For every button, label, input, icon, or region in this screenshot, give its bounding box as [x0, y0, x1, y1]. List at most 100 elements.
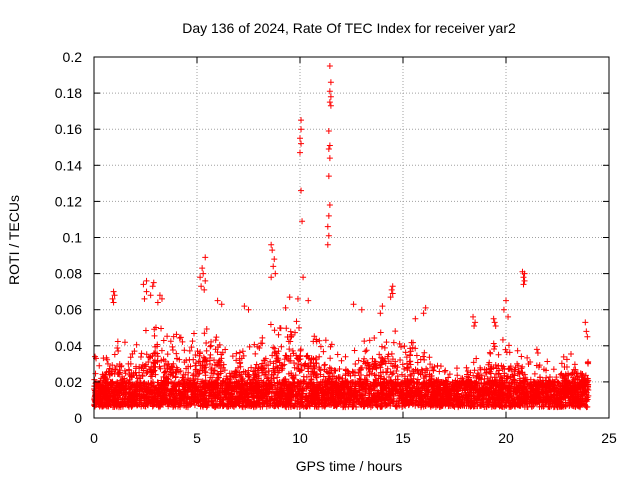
- data-point: [463, 364, 470, 371]
- data-point: [428, 383, 435, 390]
- data-point: [167, 366, 174, 373]
- data-point: [531, 370, 538, 377]
- data-point: [409, 385, 416, 392]
- data-point: [114, 344, 121, 351]
- data-point: [115, 348, 122, 355]
- data-point: [491, 378, 498, 385]
- data-point: [406, 358, 413, 365]
- data-point: [413, 352, 420, 359]
- data-point: [201, 368, 208, 375]
- data-point: [375, 372, 382, 379]
- data-point: [162, 399, 169, 406]
- data-point: [161, 391, 168, 398]
- data-point: [313, 403, 320, 410]
- data-point: [366, 337, 373, 344]
- data-point: [572, 366, 579, 373]
- data-point: [454, 372, 461, 379]
- data-point: [339, 390, 346, 397]
- data-point: [398, 371, 405, 378]
- data-point: [97, 396, 104, 403]
- data-point: [514, 360, 521, 367]
- data-point: [274, 374, 281, 381]
- data-point: [185, 375, 192, 382]
- data-point: [361, 386, 368, 393]
- data-point: [504, 373, 511, 380]
- data-point: [141, 379, 148, 386]
- data-point: [229, 398, 236, 405]
- data-point: [305, 355, 312, 362]
- data-point: [238, 377, 245, 384]
- data-point: [493, 365, 500, 372]
- data-point: [407, 371, 414, 378]
- data-point: [534, 390, 541, 397]
- data-point: [263, 379, 270, 386]
- data-point: [492, 362, 499, 369]
- data-point: [412, 345, 419, 352]
- data-point: [366, 385, 373, 392]
- data-point: [580, 373, 587, 380]
- data-point: [179, 383, 186, 390]
- data-point: [121, 396, 128, 403]
- data-point: [208, 366, 215, 373]
- data-point: [251, 400, 258, 407]
- data-point: [278, 367, 285, 374]
- data-point: [436, 368, 443, 375]
- data-point: [535, 379, 542, 386]
- data-point: [291, 403, 298, 410]
- data-point: [269, 352, 276, 359]
- data-point: [503, 402, 510, 409]
- data-point: [357, 376, 364, 383]
- data-point: [205, 398, 212, 405]
- data-point: [251, 341, 258, 348]
- data-point: [568, 351, 574, 358]
- data-point: [207, 343, 214, 350]
- data-point: [274, 401, 281, 408]
- data-point: [125, 360, 132, 367]
- data-point: [214, 381, 221, 388]
- data-point: [441, 368, 448, 375]
- data-point: [407, 348, 414, 355]
- data-point: [222, 385, 229, 392]
- data-point: [386, 374, 393, 381]
- data-point: [303, 384, 310, 391]
- data-point: [407, 352, 414, 359]
- data-point: [191, 402, 198, 409]
- data-point: [381, 344, 388, 351]
- data-point: [113, 381, 120, 388]
- data-point: [181, 359, 188, 366]
- data-point: [385, 358, 392, 365]
- data-point: [151, 398, 158, 405]
- data-point: [442, 389, 449, 396]
- data-point: [185, 369, 192, 376]
- data-point: [452, 383, 459, 390]
- data-point: [494, 394, 501, 401]
- data-point: [397, 388, 404, 395]
- data-point: [547, 399, 554, 406]
- data-point: [495, 383, 502, 390]
- data-point: [270, 360, 277, 367]
- data-point: [287, 394, 294, 401]
- data-point: [329, 378, 336, 385]
- data-point: [288, 333, 295, 340]
- data-point: [143, 370, 150, 377]
- data-point: [267, 358, 274, 365]
- data-point: [203, 347, 210, 354]
- data-point: [278, 343, 285, 350]
- data-point: [546, 378, 553, 385]
- data-point: [383, 339, 390, 346]
- data-point: [325, 379, 332, 386]
- data-point: [232, 368, 239, 375]
- data-point: [253, 361, 260, 368]
- data-point: [364, 359, 371, 366]
- data-point: [229, 398, 236, 405]
- data-point: [222, 346, 229, 353]
- data-point: [99, 379, 106, 386]
- data-point: [98, 375, 105, 382]
- data-point: [378, 394, 385, 401]
- data-point: [126, 379, 133, 386]
- data-point: [512, 389, 519, 396]
- data-point: [96, 400, 103, 407]
- data-point: [473, 355, 480, 362]
- data-point: [453, 365, 460, 372]
- data-point: [286, 346, 293, 353]
